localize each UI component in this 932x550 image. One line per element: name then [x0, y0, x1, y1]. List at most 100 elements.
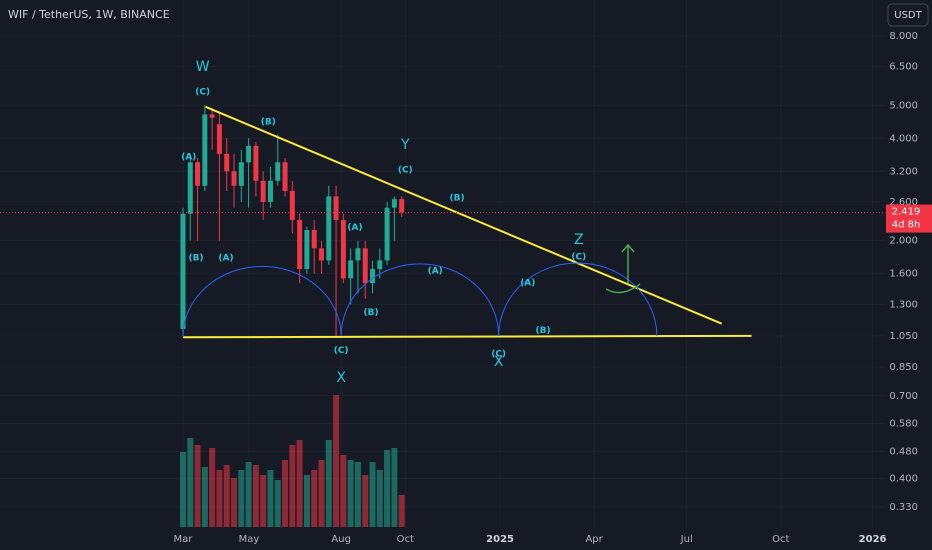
candle-body	[399, 199, 405, 213]
arc	[498, 262, 658, 336]
y-tick-label: 6.500	[889, 62, 918, 73]
candle-body	[187, 162, 193, 214]
wave-label: (A)	[520, 279, 535, 289]
volume-bar	[245, 462, 252, 527]
wave-label: (B)	[536, 326, 551, 336]
volume-bar	[303, 475, 310, 527]
volume-bar	[296, 440, 303, 527]
last-price-box	[886, 204, 932, 233]
wave-label: (A)	[181, 152, 196, 162]
candle-body	[370, 269, 376, 284]
volume-bar	[362, 475, 369, 527]
wave-label: X	[336, 370, 346, 386]
wave-label: (A)	[347, 223, 362, 233]
candle-body	[289, 190, 295, 221]
volume-bar	[267, 470, 274, 527]
grid	[0, 0, 885, 528]
wave-label: (B)	[189, 253, 204, 263]
candle-body	[384, 207, 390, 261]
volume-bar	[384, 450, 391, 527]
wave-label: Z	[574, 232, 584, 248]
volume-bar	[238, 470, 245, 527]
y-tick-label: 1.050	[889, 331, 918, 342]
wave-label: (B)	[450, 194, 465, 204]
volume-bar	[347, 460, 354, 527]
y-tick-label: 8.000	[889, 31, 918, 42]
x-tick-label: 2025	[486, 534, 514, 545]
candle-body	[304, 229, 310, 270]
price-axis	[885, 0, 932, 528]
x-tick-label: May	[239, 534, 260, 545]
y-tick-label: 2.000	[889, 236, 918, 247]
volume-bar	[325, 440, 332, 527]
volume-bar	[201, 467, 208, 527]
y-tick-label: 0.700	[889, 391, 918, 402]
plot: W(C)(B)(A)(B) (A)Y(C)(B)(A)(A)(B)(C)X(C)X…	[0, 59, 885, 527]
candle-body	[195, 162, 201, 186]
volume-bar	[376, 470, 383, 527]
volume-bar	[354, 462, 361, 527]
x-tick-label: Oct	[772, 534, 789, 545]
hand-drawn-arrow	[621, 243, 635, 283]
volume-bar	[260, 475, 267, 527]
candle-body	[260, 180, 266, 202]
axes: 8.000 6.500 5.000 4.000 3.200 2.600 2.000 1.600…	[174, 31, 932, 545]
currency-label[interactable]: USDT	[894, 10, 922, 21]
last-price-label: 2.419	[892, 207, 921, 218]
y-tick-label: 0.480	[889, 447, 918, 458]
volume-bar	[223, 465, 230, 527]
candle-body	[297, 220, 303, 270]
x-tick-label: 2026	[859, 534, 887, 545]
candle-body	[202, 114, 208, 186]
candle-body	[362, 248, 368, 284]
x-tick-label: Aug	[331, 534, 351, 545]
candle-body	[391, 199, 397, 208]
wave-label: (C)	[398, 165, 413, 175]
candle-body	[238, 162, 244, 186]
y-tick-label: 0.400	[889, 473, 918, 484]
wave-label: Y	[400, 137, 410, 153]
y-tick-label: 0.580	[889, 419, 918, 430]
volume-bar	[194, 445, 201, 527]
trendline	[182, 334, 752, 339]
volume-bar	[391, 448, 398, 527]
candle-body	[340, 220, 346, 279]
wave-label: X	[494, 354, 504, 370]
candle-body	[282, 162, 288, 191]
currency-button[interactable]	[887, 3, 929, 27]
candle-body	[318, 248, 324, 261]
wave-label: (C)	[491, 349, 506, 359]
y-tick-label: 4.000	[889, 133, 918, 144]
x-tick-label: Oct	[397, 534, 414, 545]
volume-bar	[333, 395, 340, 527]
candle-body	[377, 260, 383, 270]
candle-body	[216, 124, 222, 154]
candle-body	[246, 145, 252, 163]
volume-bar	[282, 460, 289, 527]
candle-body	[180, 213, 186, 330]
wave-label: (C)	[334, 346, 349, 356]
wave-label: (A)	[218, 253, 233, 263]
candle-body	[224, 153, 230, 172]
candle-body	[253, 145, 259, 181]
volume-bar	[311, 470, 318, 527]
volume-bar	[252, 465, 259, 527]
y-tick-label: 0.330	[889, 502, 918, 513]
volume-bar	[398, 495, 405, 527]
volume-bar	[340, 455, 347, 527]
wave-label: (C)	[571, 253, 586, 263]
countdown-label: 4d 8h	[892, 220, 921, 231]
y-tick-label: 2.600	[889, 197, 918, 208]
wave-label: (A)	[428, 266, 443, 276]
arc	[340, 263, 500, 336]
candle-body	[231, 171, 237, 186]
volume-bar	[231, 478, 238, 527]
x-tick-label: Mar	[174, 534, 194, 545]
volume-bar	[318, 460, 325, 527]
volume-bar	[216, 470, 223, 527]
wave-label: W	[196, 59, 210, 75]
volume-bar	[209, 448, 216, 527]
